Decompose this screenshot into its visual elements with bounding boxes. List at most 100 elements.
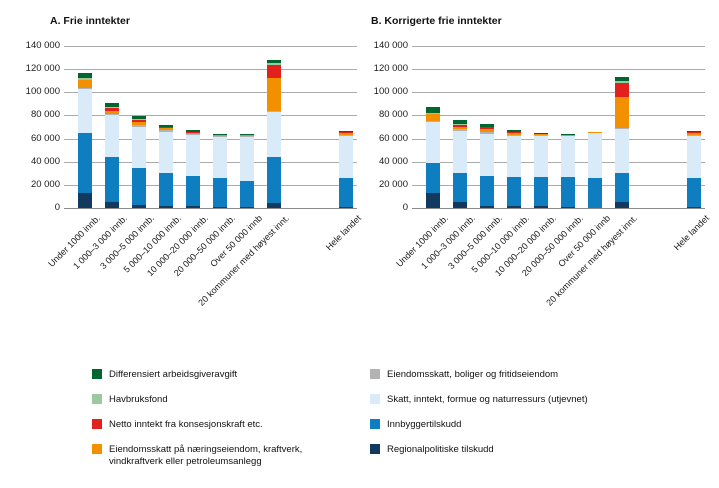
bar-segment (615, 173, 629, 203)
bar-segment (267, 110, 281, 112)
bar-segment (186, 132, 200, 134)
bar-segment (615, 76, 629, 81)
gridline (412, 161, 705, 163)
bar-segment (132, 116, 146, 119)
bar-segment (615, 128, 629, 130)
bar-segment (339, 132, 353, 133)
bar-segment (213, 178, 227, 207)
bar-segment (561, 135, 575, 136)
legend-label: Innbyggertilskudd (387, 419, 462, 430)
bar-segment (453, 129, 467, 132)
bar-segment (426, 121, 440, 164)
bar-segment (453, 172, 467, 203)
bar-segment (339, 206, 353, 208)
bar-segment (240, 181, 254, 208)
bar-segment (267, 59, 281, 64)
bar-segment (480, 124, 494, 127)
bar-segment (687, 135, 701, 178)
gridline (64, 138, 357, 140)
bar-segment (267, 202, 281, 208)
bar-segment (480, 175, 494, 206)
bar-segment (687, 134, 701, 136)
legend-swatch (370, 444, 380, 454)
bar-segment (78, 77, 92, 81)
bar-segment (615, 129, 629, 174)
bar-segment (105, 106, 119, 108)
gridline (64, 115, 357, 117)
bar-segment (453, 131, 467, 173)
y-axis-tick-label: 80 000 (378, 109, 408, 121)
bar-segment (159, 173, 173, 207)
bar-segment (132, 119, 146, 122)
bar-segment (105, 103, 119, 107)
panel-a-title: A. Frie inntekter (50, 15, 130, 27)
bar-segment (339, 134, 353, 137)
y-axis-tick-label: 120 000 (373, 63, 408, 75)
bar-segment (78, 72, 92, 78)
bar-segment (105, 201, 119, 208)
x-axis-label: Hele landet (323, 213, 364, 253)
bar-segment (507, 132, 521, 135)
y-axis-tick-label: 120 000 (25, 63, 60, 75)
bar-segment (507, 131, 521, 133)
bar-segment (105, 110, 119, 114)
gridline (64, 184, 357, 186)
bar-segment (267, 111, 281, 158)
gridline (64, 208, 357, 209)
bar-segment (453, 127, 467, 130)
y-axis-tick-label: 20 000 (30, 178, 60, 190)
bar-segment (213, 133, 227, 135)
bar-segment (453, 123, 467, 125)
bar-segment (78, 132, 92, 193)
bar-segment (687, 132, 701, 133)
bar-segment (426, 120, 440, 122)
legend-swatch (370, 369, 380, 379)
bar-segment (561, 134, 575, 136)
bar-segment (615, 96, 629, 129)
y-axis-tick-label: 100 000 (373, 86, 408, 98)
bar-segment (588, 131, 602, 133)
bar-segment (687, 131, 701, 133)
bar-segment (507, 206, 521, 208)
bar-segment (267, 157, 281, 203)
bar-segment (561, 135, 575, 178)
bar-segment (588, 132, 602, 178)
legend-label: Regionalpolitiske tilskudd (387, 444, 494, 455)
gridline (412, 184, 705, 186)
bar-segment (339, 131, 353, 133)
bar-segment (159, 127, 173, 129)
y-axis-tick-label: 20 000 (378, 178, 408, 190)
bar-segment (507, 134, 521, 136)
bar-segment (615, 80, 629, 83)
bar-segment (267, 64, 281, 79)
bar-segment (105, 157, 119, 202)
y-axis-tick-label: 80 000 (30, 109, 60, 121)
bar-segment (213, 206, 227, 208)
bar-segment (132, 124, 146, 127)
bar-segment (453, 202, 467, 208)
bar-segment (132, 127, 146, 168)
bar-segment (534, 133, 548, 136)
bar-segment (426, 192, 440, 208)
gridline (412, 115, 705, 117)
bar-segment (480, 129, 494, 133)
y-axis-tick-label: 140 000 (373, 40, 408, 51)
legend-label: Eiendomsskatt, boliger og fritidseiendom (387, 369, 559, 380)
bar-segment (186, 176, 200, 207)
bar-segment (159, 206, 173, 208)
legend-label: Havbruksfond (109, 394, 168, 405)
bar-segment (240, 134, 254, 136)
bar-segment (615, 202, 629, 208)
bar-segment (453, 120, 467, 124)
bar-segment (339, 132, 353, 135)
legend-swatch (92, 419, 102, 429)
bar-segment (426, 113, 440, 115)
y-axis-tick-label: 40 000 (378, 155, 408, 167)
gridline (412, 208, 705, 209)
bar-segment (186, 130, 200, 132)
bar-segment (615, 83, 629, 97)
bar-segment (240, 137, 254, 182)
bar-segment (78, 88, 92, 133)
bar-segment (687, 177, 701, 207)
